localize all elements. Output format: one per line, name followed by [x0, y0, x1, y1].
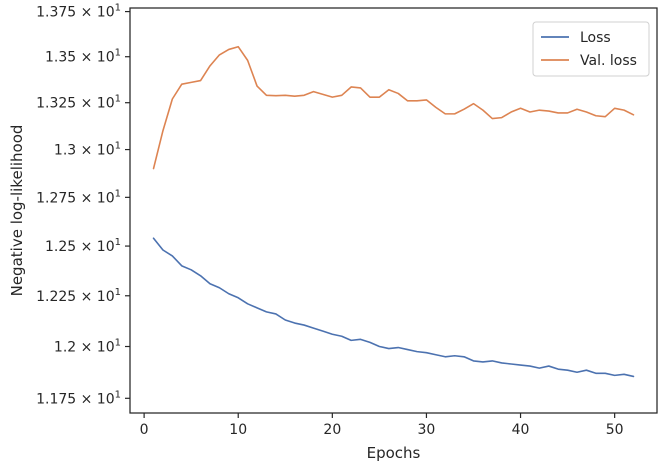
series-line-0 [152, 237, 635, 378]
series-layer [152, 45, 635, 378]
y-tick-label: 1.35 × 101 [45, 48, 121, 66]
y-tick-label: 1.325 × 101 [36, 94, 121, 112]
x-tick-label: 50 [606, 422, 624, 438]
y-tick-label: 1.3 × 101 [54, 141, 121, 159]
x-tick-label: 10 [229, 422, 247, 438]
legend: Loss Val. loss [532, 21, 650, 77]
x-tick-label: 30 [418, 422, 436, 438]
y-tick-label: 1.175 × 101 [36, 389, 121, 407]
x-tick-label: 40 [512, 422, 530, 438]
axes-frame [129, 7, 658, 414]
legend-box [532, 21, 650, 77]
x-tick-label: 0 [140, 422, 149, 438]
y-tick-label: 1.25 × 101 [45, 237, 121, 255]
series-line-1 [152, 45, 635, 170]
x-axis: 0 10 20 30 40 50 [140, 413, 624, 438]
y-tick-label: 1.275 × 101 [36, 188, 121, 206]
y-axis: 1.175 × 101 1.2 × 101 1.225 × 101 1.25 × 10… [36, 3, 130, 407]
y-axis-label: Negative log-likelihood [8, 125, 26, 297]
y-tick-label: 1.375 × 101 [36, 3, 121, 21]
legend-label: Val. loss [580, 53, 637, 69]
x-tick-label: 20 [323, 422, 341, 438]
legend-label: Loss [580, 30, 611, 46]
y-tick-label: 1.225 × 101 [36, 287, 121, 305]
y-tick-label: 1.2 × 101 [54, 338, 121, 356]
x-axis-label: Epochs [367, 444, 421, 462]
